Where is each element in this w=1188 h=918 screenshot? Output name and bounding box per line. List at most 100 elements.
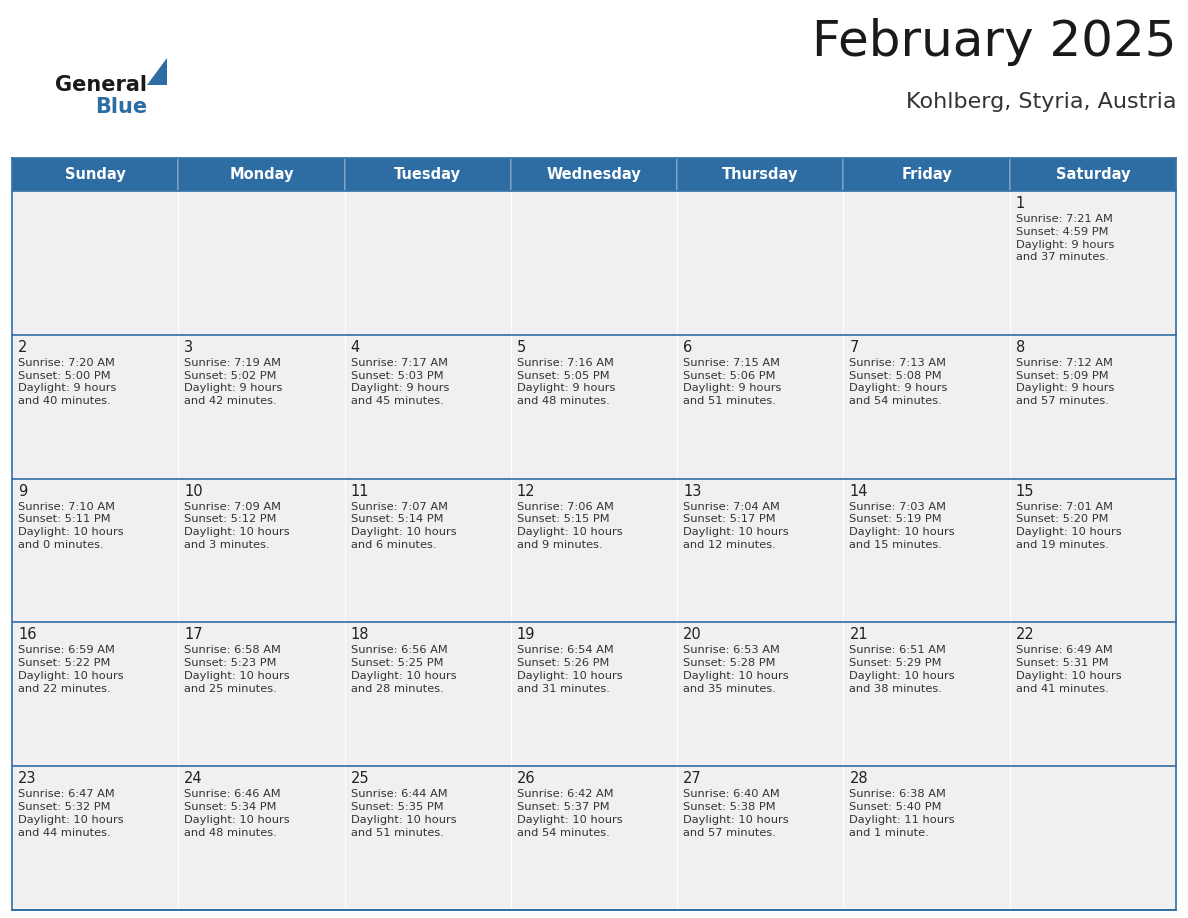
Text: 20: 20 [683, 627, 702, 643]
Text: Sunrise: 7:16 AM
Sunset: 5:05 PM
Daylight: 9 hours
and 48 minutes.: Sunrise: 7:16 AM Sunset: 5:05 PM Dayligh… [517, 358, 615, 406]
Bar [843, 335, 1010, 478]
Text: Sunrise: 6:53 AM
Sunset: 5:28 PM
Daylight: 10 hours
and 35 minutes.: Sunrise: 6:53 AM Sunset: 5:28 PM Dayligh… [683, 645, 789, 694]
Text: February 2025: February 2025 [811, 18, 1176, 66]
Text: Sunrise: 7:20 AM
Sunset: 5:00 PM
Daylight: 9 hours
and 40 minutes.: Sunrise: 7:20 AM Sunset: 5:00 PM Dayligh… [18, 358, 116, 406]
Bar [677, 622, 843, 767]
Bar [677, 191, 843, 335]
Text: Blue: Blue [95, 97, 147, 117]
Text: 11: 11 [350, 484, 369, 498]
Text: 14: 14 [849, 484, 868, 498]
Bar [677, 158, 843, 191]
Bar [178, 158, 345, 191]
Text: 18: 18 [350, 627, 369, 643]
Text: 15: 15 [1016, 484, 1035, 498]
Text: Sunrise: 6:47 AM
Sunset: 5:32 PM
Daylight: 10 hours
and 44 minutes.: Sunrise: 6:47 AM Sunset: 5:32 PM Dayligh… [18, 789, 124, 837]
Text: 6: 6 [683, 340, 693, 354]
Bar [511, 191, 677, 335]
Bar [511, 158, 677, 191]
Bar [12, 335, 178, 478]
Bar [677, 767, 843, 910]
Text: Sunday: Sunday [65, 167, 126, 182]
Bar [12, 478, 178, 622]
Text: 3: 3 [184, 340, 194, 354]
Text: 28: 28 [849, 771, 868, 786]
Text: 5: 5 [517, 340, 526, 354]
Text: Sunrise: 7:09 AM
Sunset: 5:12 PM
Daylight: 10 hours
and 3 minutes.: Sunrise: 7:09 AM Sunset: 5:12 PM Dayligh… [184, 501, 290, 550]
Bar [511, 478, 677, 622]
Bar [677, 335, 843, 478]
Bar [1010, 158, 1176, 191]
Bar [345, 478, 511, 622]
Bar [843, 478, 1010, 622]
Text: Thursday: Thursday [722, 167, 798, 182]
Text: 19: 19 [517, 627, 536, 643]
Bar [12, 622, 178, 767]
Text: 27: 27 [683, 771, 702, 786]
Text: 25: 25 [350, 771, 369, 786]
Polygon shape [147, 58, 168, 85]
Text: Sunrise: 6:56 AM
Sunset: 5:25 PM
Daylight: 10 hours
and 28 minutes.: Sunrise: 6:56 AM Sunset: 5:25 PM Dayligh… [350, 645, 456, 694]
Text: Sunrise: 7:03 AM
Sunset: 5:19 PM
Daylight: 10 hours
and 15 minutes.: Sunrise: 7:03 AM Sunset: 5:19 PM Dayligh… [849, 501, 955, 550]
Text: Sunrise: 6:42 AM
Sunset: 5:37 PM
Daylight: 10 hours
and 54 minutes.: Sunrise: 6:42 AM Sunset: 5:37 PM Dayligh… [517, 789, 623, 837]
Bar [12, 158, 178, 191]
Bar [843, 767, 1010, 910]
Bar [345, 622, 511, 767]
Text: Friday: Friday [902, 167, 952, 182]
Bar [1010, 191, 1176, 335]
Bar [1010, 622, 1176, 767]
Text: 21: 21 [849, 627, 868, 643]
Bar [1010, 478, 1176, 622]
Text: 26: 26 [517, 771, 536, 786]
Bar [12, 767, 178, 910]
Text: Monday: Monday [229, 167, 293, 182]
Text: 24: 24 [184, 771, 203, 786]
Bar [511, 335, 677, 478]
Text: 4: 4 [350, 340, 360, 354]
Text: Sunrise: 7:01 AM
Sunset: 5:20 PM
Daylight: 10 hours
and 19 minutes.: Sunrise: 7:01 AM Sunset: 5:20 PM Dayligh… [1016, 501, 1121, 550]
Bar [843, 622, 1010, 767]
Text: Sunrise: 7:19 AM
Sunset: 5:02 PM
Daylight: 9 hours
and 42 minutes.: Sunrise: 7:19 AM Sunset: 5:02 PM Dayligh… [184, 358, 283, 406]
Text: Sunrise: 6:44 AM
Sunset: 5:35 PM
Daylight: 10 hours
and 51 minutes.: Sunrise: 6:44 AM Sunset: 5:35 PM Dayligh… [350, 789, 456, 837]
Text: Tuesday: Tuesday [394, 167, 461, 182]
Bar [345, 335, 511, 478]
Bar [12, 191, 178, 335]
Text: General: General [55, 75, 147, 95]
Text: Saturday: Saturday [1056, 167, 1130, 182]
Text: 2: 2 [18, 340, 27, 354]
Text: Sunrise: 6:38 AM
Sunset: 5:40 PM
Daylight: 11 hours
and 1 minute.: Sunrise: 6:38 AM Sunset: 5:40 PM Dayligh… [849, 789, 955, 837]
Bar [178, 335, 345, 478]
Bar [843, 158, 1010, 191]
Bar [511, 622, 677, 767]
Text: 16: 16 [18, 627, 37, 643]
Text: Sunrise: 6:46 AM
Sunset: 5:34 PM
Daylight: 10 hours
and 48 minutes.: Sunrise: 6:46 AM Sunset: 5:34 PM Dayligh… [184, 789, 290, 837]
Text: Sunrise: 6:59 AM
Sunset: 5:22 PM
Daylight: 10 hours
and 22 minutes.: Sunrise: 6:59 AM Sunset: 5:22 PM Dayligh… [18, 645, 124, 694]
Text: 12: 12 [517, 484, 536, 498]
Text: 9: 9 [18, 484, 27, 498]
Bar [178, 191, 345, 335]
Text: 13: 13 [683, 484, 702, 498]
Text: 1: 1 [1016, 196, 1025, 211]
Text: Sunrise: 7:17 AM
Sunset: 5:03 PM
Daylight: 9 hours
and 45 minutes.: Sunrise: 7:17 AM Sunset: 5:03 PM Dayligh… [350, 358, 449, 406]
Text: Wednesday: Wednesday [546, 167, 642, 182]
Bar [1010, 767, 1176, 910]
Text: Sunrise: 7:07 AM
Sunset: 5:14 PM
Daylight: 10 hours
and 6 minutes.: Sunrise: 7:07 AM Sunset: 5:14 PM Dayligh… [350, 501, 456, 550]
Text: Sunrise: 7:13 AM
Sunset: 5:08 PM
Daylight: 9 hours
and 54 minutes.: Sunrise: 7:13 AM Sunset: 5:08 PM Dayligh… [849, 358, 948, 406]
Text: 22: 22 [1016, 627, 1035, 643]
Text: Sunrise: 6:58 AM
Sunset: 5:23 PM
Daylight: 10 hours
and 25 minutes.: Sunrise: 6:58 AM Sunset: 5:23 PM Dayligh… [184, 645, 290, 694]
Bar [178, 478, 345, 622]
Bar [345, 191, 511, 335]
Text: Sunrise: 7:12 AM
Sunset: 5:09 PM
Daylight: 9 hours
and 57 minutes.: Sunrise: 7:12 AM Sunset: 5:09 PM Dayligh… [1016, 358, 1114, 406]
Bar [677, 478, 843, 622]
Bar [843, 191, 1010, 335]
Text: 10: 10 [184, 484, 203, 498]
Text: Sunrise: 6:49 AM
Sunset: 5:31 PM
Daylight: 10 hours
and 41 minutes.: Sunrise: 6:49 AM Sunset: 5:31 PM Dayligh… [1016, 645, 1121, 694]
Text: 8: 8 [1016, 340, 1025, 354]
Bar [178, 767, 345, 910]
Bar [345, 158, 511, 191]
Bar [178, 622, 345, 767]
Text: Sunrise: 7:10 AM
Sunset: 5:11 PM
Daylight: 10 hours
and 0 minutes.: Sunrise: 7:10 AM Sunset: 5:11 PM Dayligh… [18, 501, 124, 550]
Text: Sunrise: 7:21 AM
Sunset: 4:59 PM
Daylight: 9 hours
and 37 minutes.: Sunrise: 7:21 AM Sunset: 4:59 PM Dayligh… [1016, 214, 1114, 263]
Text: Sunrise: 7:15 AM
Sunset: 5:06 PM
Daylight: 9 hours
and 51 minutes.: Sunrise: 7:15 AM Sunset: 5:06 PM Dayligh… [683, 358, 782, 406]
Bar [345, 767, 511, 910]
Text: Sunrise: 6:51 AM
Sunset: 5:29 PM
Daylight: 10 hours
and 38 minutes.: Sunrise: 6:51 AM Sunset: 5:29 PM Dayligh… [849, 645, 955, 694]
